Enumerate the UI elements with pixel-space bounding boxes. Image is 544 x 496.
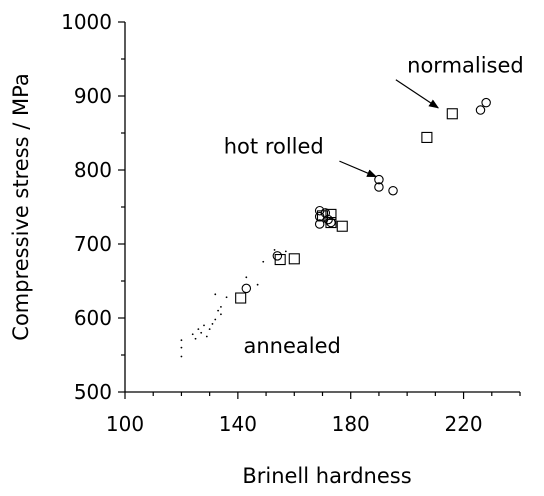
x-axis-ticks <box>124 392 521 399</box>
annealed-dot-point <box>205 335 208 338</box>
x-axis-label: Brinell hardness <box>242 464 411 488</box>
annotation-annealed: annealed <box>244 334 341 358</box>
annealed-dot-point <box>220 313 222 316</box>
annealed-dot-point <box>245 276 248 279</box>
square-point <box>325 216 337 229</box>
circle-point <box>241 283 252 294</box>
annealed-dot-point <box>225 296 228 299</box>
annealed-dot-point <box>203 324 205 327</box>
annealed-dot-point <box>284 250 287 253</box>
circle-point <box>388 185 398 196</box>
y-axis-ticks <box>118 21 125 393</box>
annealed-dot-point <box>256 283 259 286</box>
annealed-dot-point <box>197 328 200 330</box>
annealed-dot-point <box>180 339 183 342</box>
annealed-dot-point <box>211 323 214 325</box>
circle-point <box>272 251 283 261</box>
annotation-arrow-hot-rolled <box>339 160 378 178</box>
annotation-normalised: normalised <box>407 53 524 77</box>
y-axis-tick-labels: 500 600 700 800 900 1000 <box>61 10 112 404</box>
annotations: normalised hot rolled annealed <box>224 53 524 357</box>
square-point <box>274 253 286 266</box>
square-point <box>235 292 247 304</box>
annealed-dot-point <box>220 306 222 308</box>
circle-point <box>475 105 486 115</box>
x-tick-label: 220 <box>444 412 482 436</box>
y-tick-label: 900 <box>74 84 112 108</box>
square-point <box>316 210 329 222</box>
y-tick-label: 800 <box>74 158 112 182</box>
circle-point <box>481 97 491 108</box>
circle-point <box>314 219 325 229</box>
annealed-dot-point <box>208 328 211 330</box>
circle-point <box>374 182 384 192</box>
square-point <box>421 131 433 143</box>
square-point <box>325 208 337 220</box>
annealed-dot-point <box>191 333 194 336</box>
annotation-hot-rolled: hot rolled <box>224 135 324 159</box>
y-axis-label: Compressive stress / MPa <box>9 73 33 340</box>
circle-point <box>326 217 336 228</box>
x-tick-label: 100 <box>106 412 144 436</box>
x-tick-label: 140 <box>219 412 257 436</box>
annealed-dot-point <box>200 331 203 334</box>
square-point <box>446 108 458 120</box>
annealed-dot-point <box>214 293 217 296</box>
annealed-dot-point <box>273 249 276 251</box>
y-tick-label: 600 <box>74 306 112 330</box>
circle-point <box>374 174 384 185</box>
annealed-dot-point <box>180 346 183 349</box>
circle-point <box>320 208 331 218</box>
y-tick-label: 1000 <box>61 10 112 34</box>
y-tick-label: 500 <box>74 380 112 404</box>
x-axis-tick-labels: 100 140 180 220 <box>106 412 483 436</box>
annotation-arrow-normalised <box>395 79 440 109</box>
annealed-dot-point <box>217 309 220 312</box>
x-tick-label: 180 <box>332 412 370 436</box>
annealed-dot-point <box>262 260 265 263</box>
square-point <box>288 253 300 265</box>
data-points <box>180 97 491 358</box>
square-point <box>336 220 348 232</box>
annealed-dot-point <box>214 318 217 321</box>
annealed-dot-point <box>180 355 183 358</box>
annealed-dot-point <box>194 337 197 340</box>
y-tick-label: 700 <box>74 232 112 256</box>
